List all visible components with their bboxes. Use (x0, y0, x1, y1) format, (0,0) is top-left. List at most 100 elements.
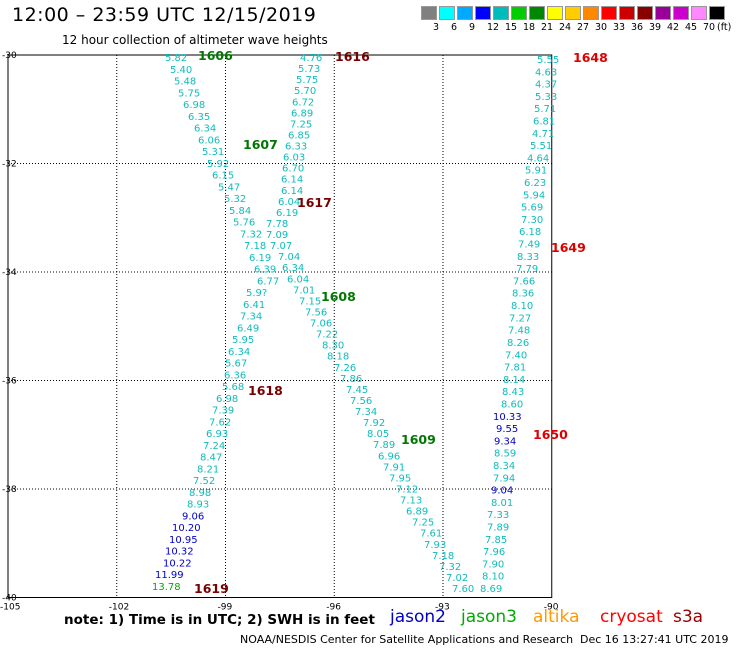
swh-value: 5.94 (523, 190, 545, 201)
page-subtitle: 12 hour collection of altimeter wave hei… (62, 33, 328, 47)
swh-value: 5.95 (232, 335, 254, 346)
legend-swatch (709, 6, 725, 20)
swh-value: 6.49 (237, 323, 259, 334)
swh-value: 6.04 (287, 274, 309, 285)
swh-value: 6.89 (406, 507, 428, 518)
axis-labels: -30 -32 -34 -36 -38 -40-105 -102 -99 -96 -93 -90 (0, 51, 559, 613)
swh-value: 7.26 (334, 363, 356, 374)
swh-value: 6.81 (533, 117, 555, 128)
lon-label: -99 (218, 603, 233, 613)
legend-label: 39 (649, 22, 662, 33)
swh-value: 6.18 (519, 227, 541, 238)
swh-value: 7.15 (299, 296, 321, 307)
swh-value: 5.32 (224, 194, 246, 205)
lat-lon-grid (7, 54, 553, 598)
legend-label: 21 (541, 22, 554, 33)
swh-value: 7.85 (485, 535, 507, 546)
legend-label: 6 (451, 22, 458, 33)
swh-value: 7.91 (383, 462, 405, 473)
legend-swatch (529, 6, 545, 20)
swh-value: 5.68 (222, 382, 244, 393)
swh-value: 7.49 (518, 240, 540, 251)
legend-swatch (637, 6, 653, 20)
legend-label: 24 (559, 22, 572, 33)
swh-value: 6.85 (288, 130, 310, 141)
swh-value: 7.79 (516, 264, 538, 275)
swh-value: 5.71 (534, 104, 556, 115)
lon-label: -102 (109, 603, 129, 613)
swh-value: 9.04 (491, 486, 513, 497)
swh-value: 7.01 (293, 285, 315, 296)
lon-label: -90 (544, 603, 559, 613)
swh-value: 7.13 (400, 496, 422, 507)
swh-value: 7.56 (350, 396, 372, 407)
swh-value: 7.89 (487, 522, 509, 533)
swh-value: 8.47 (200, 453, 222, 464)
swh-value: 9.55 (496, 424, 518, 435)
swh-value: 5.76 (233, 218, 255, 229)
swh-value: 7.32 (240, 229, 262, 240)
lat-label: -36 (2, 377, 17, 387)
legend-swatch (547, 6, 563, 20)
swh-value: 6.33 (285, 142, 307, 153)
legend-swatch (655, 6, 671, 20)
swh-value: 6.19 (249, 253, 271, 264)
legend-label: 3 (433, 22, 440, 33)
swh-value: 8.43 (502, 387, 524, 398)
swh-value: 6.96 (378, 451, 400, 462)
swh-value: 7.95 (389, 473, 411, 484)
swh-value: 5.47 (218, 182, 240, 193)
swh-value: 7.96 (483, 547, 505, 558)
legend-label: 18 (523, 22, 536, 33)
swh-value: 6.04 (278, 197, 300, 208)
credit-line: NOAA/NESDIS Center for Satellite Applica… (240, 633, 574, 646)
swh-value: 7.25 (412, 518, 434, 529)
legend-label: 70 (703, 22, 716, 33)
legend-swatch (619, 6, 635, 20)
swh-value: 5.33 (535, 92, 557, 103)
legend-label: 33 (613, 22, 626, 33)
swh-value: 7.90 (482, 559, 504, 570)
satellite-name: cryosat (600, 607, 663, 627)
swh-value: 8.33 (517, 252, 539, 263)
swh-value: 4.63 (535, 67, 557, 78)
swh-value: 6.36 (224, 370, 246, 381)
legend-swatch (601, 6, 617, 20)
swh-value: 6.93 (206, 429, 228, 440)
swh-value: 7.45 (346, 385, 368, 396)
swh-value: 9.06 (182, 511, 204, 522)
legend-swatch (565, 6, 581, 20)
legend-swatch (583, 6, 599, 20)
swh-value: 8.93 (187, 500, 209, 511)
swh-value: 6.14 (281, 175, 303, 186)
swh-value: 8.10 (511, 301, 533, 312)
swh-value: 9.34 (494, 436, 516, 447)
swh-value: 6.03 (283, 153, 305, 164)
swh-value: 7.18 (244, 241, 266, 252)
pass-time-label: 1618 (248, 383, 283, 398)
swh-value: 7.66 (513, 276, 535, 287)
swh-value: 7.27 (509, 313, 531, 324)
swh-value: 5.92 (207, 159, 229, 170)
swh-value: 7.32 (439, 562, 461, 573)
satellite-tracks: 5.825.405.485.756.986.356.346.065.315.92… (152, 53, 559, 595)
satellite-name: jason3 (461, 607, 517, 627)
swh-value: 7.33 (487, 510, 509, 521)
swh-value: 7.60 (452, 584, 474, 595)
swh-value: 6.70 (282, 164, 304, 175)
swh-value: 5.73 (298, 64, 320, 75)
swh-value: 7.56 (305, 307, 327, 318)
swh-value: 10.32 (165, 547, 194, 558)
pass-time-label: 1619 (194, 581, 229, 596)
legend-swatch (457, 6, 473, 20)
pass-time-labels: 1606 1616 1648 1607 1617 1649 1608 1618 1650 1609… (194, 48, 608, 596)
lat-label: -32 (2, 160, 17, 170)
swh-value: 6.14 (281, 186, 303, 197)
swh-value: 6.34 (282, 263, 304, 274)
swh-value: 7.78 (266, 219, 288, 230)
swh-value: 6.98 (216, 394, 238, 405)
swh-value: 5.67 (225, 359, 247, 370)
swh-value: 7.92 (363, 418, 385, 429)
legend-label: 42 (667, 22, 680, 33)
lat-label: -30 (2, 51, 17, 61)
